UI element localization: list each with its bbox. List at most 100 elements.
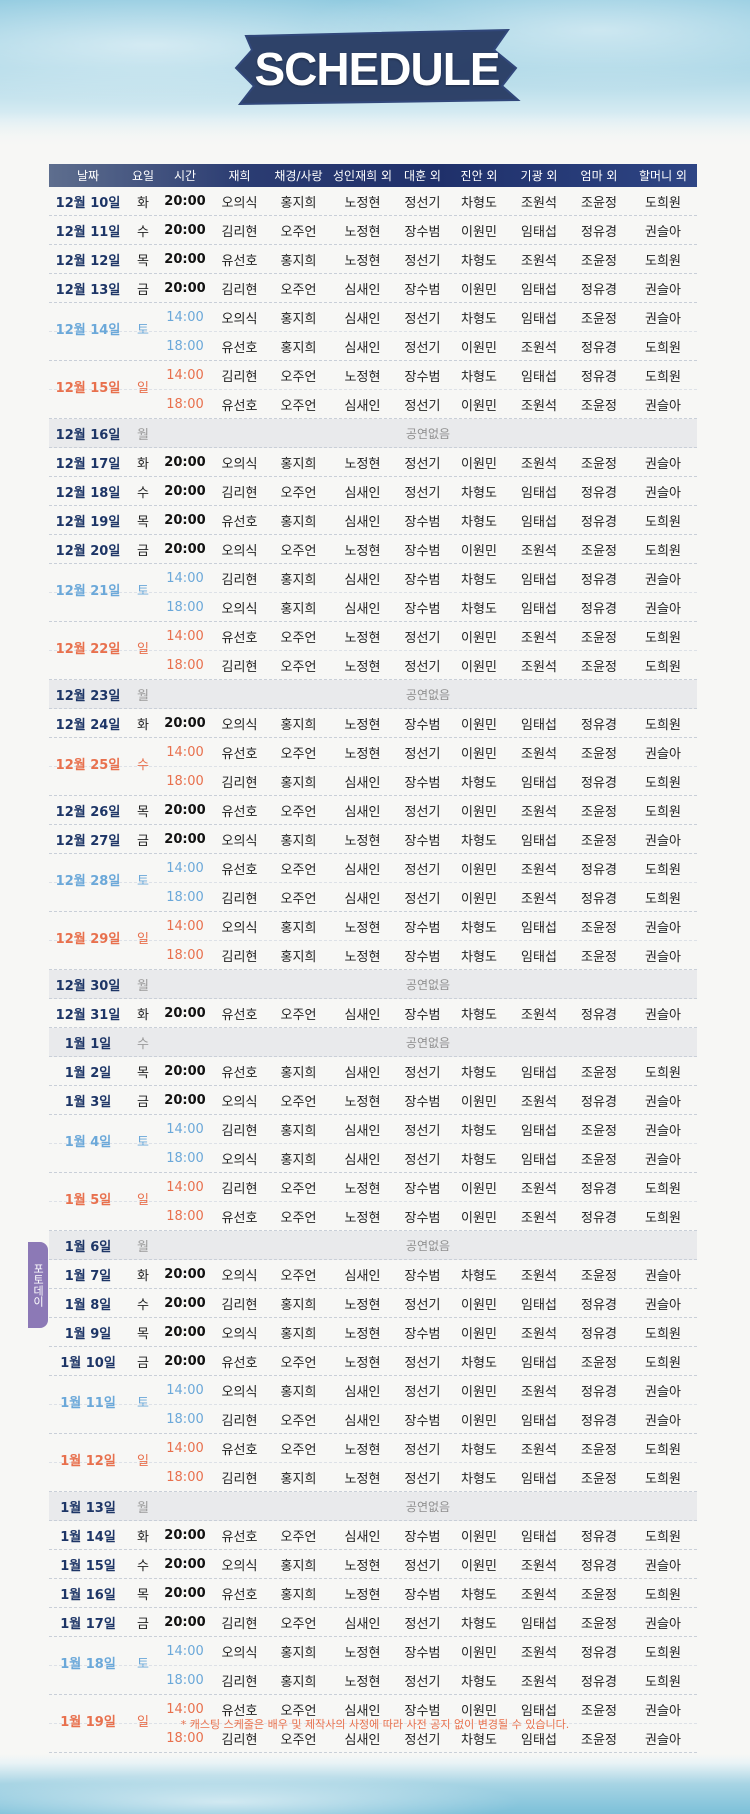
day-cell: 화 bbox=[137, 1268, 149, 1284]
date-group: 1월 11일 토 14:00 오의식 홍지희 심새인 정선기 이원민 조원석 정유경 권슬아 18:0… bbox=[49, 1376, 697, 1434]
cast-cell: 홍지희 bbox=[280, 1645, 317, 1661]
cast-cell: 임태섭 bbox=[521, 1616, 557, 1632]
date-cell: 1월 15일 bbox=[60, 1558, 116, 1574]
cast-cell: 오주언 bbox=[280, 1616, 317, 1632]
cast-cell: 이원민 bbox=[461, 717, 497, 733]
cast-cell: 오주언 bbox=[280, 398, 317, 414]
cast-cell: 정선기 bbox=[404, 1471, 441, 1487]
cast-cell: 장수범 bbox=[404, 949, 441, 965]
cast-cell: 정유경 bbox=[581, 1326, 617, 1342]
day-cell: 금 bbox=[137, 1094, 149, 1110]
cast-cell: 심새인 bbox=[344, 485, 381, 501]
cast-cell: 도희원 bbox=[645, 659, 681, 675]
cast-cell: 심새인 bbox=[344, 1268, 381, 1284]
cast-cell: 오주언 bbox=[280, 1007, 317, 1023]
cast-cell: 김리현 bbox=[221, 1297, 258, 1313]
table-row: 12월 15일 일 14:00 김리현 오주언 노정현 장수범 차형도 임태섭 정유경 도희원 bbox=[49, 361, 697, 396]
cast-cell: 조윤정 bbox=[581, 1703, 617, 1719]
cast-cell: 이원민 bbox=[461, 456, 497, 472]
cast-cell: 김리현 bbox=[221, 1181, 258, 1197]
cast-cell: 권슬아 bbox=[645, 746, 681, 762]
cast-cell: 유선호 bbox=[221, 1529, 258, 1545]
cast-cell: 김리현 bbox=[221, 369, 258, 385]
cast-cell: 장수범 bbox=[404, 224, 441, 240]
time-cell: 20:00 bbox=[164, 1614, 206, 1630]
cast-cell: 정유경 bbox=[581, 862, 617, 878]
table-row: 12월 10일 화 20:00 오의식 홍지희 노정현 정선기 차형도 조원석 조윤정 도희원 bbox=[49, 187, 697, 215]
date-cell: 12월 24일 bbox=[55, 717, 121, 733]
cast-cell: 조원석 bbox=[521, 746, 557, 762]
day-cell: 목 bbox=[137, 1326, 149, 1342]
cast-cell: 김리현 bbox=[221, 659, 258, 675]
cast-cell: 정선기 bbox=[404, 253, 441, 269]
cast-cell: 이원민 bbox=[461, 1094, 497, 1110]
cast-cell: 조원석 bbox=[521, 1181, 557, 1197]
cast-cell: 조윤정 bbox=[581, 833, 617, 849]
cast-cell: 정선기 bbox=[404, 1297, 441, 1313]
cast-cell: 정유경 bbox=[581, 891, 617, 907]
cast-cell: 임태섭 bbox=[521, 1152, 557, 1168]
date-cell: 1월 1일 bbox=[64, 1036, 112, 1052]
cast-cell: 정유경 bbox=[581, 1181, 617, 1197]
cast-cell: 권슬아 bbox=[645, 1094, 681, 1110]
cast-cell: 장수범 bbox=[404, 717, 441, 733]
cast-cell: 도희원 bbox=[645, 514, 681, 530]
cast-cell: 심새인 bbox=[344, 514, 381, 530]
cast-cell: 조원석 bbox=[521, 862, 557, 878]
date-cell: 12월 28일 bbox=[55, 874, 121, 889]
date-group: 12월 11일 수 20:00 김리현 오주언 노정현 장수범 이원민 임태섭 정유경 권슬아 bbox=[49, 216, 697, 245]
date-group: 12월 19일 목 20:00 유선호 홍지희 심새인 장수범 차형도 임태섭 정유경 도희원 bbox=[49, 506, 697, 535]
cast-cell: 차형도 bbox=[461, 1065, 497, 1081]
time-cell: 20:00 bbox=[164, 541, 206, 557]
date-group: 12월 18일 수 20:00 김리현 오주언 심새인 정선기 차형도 임태섭 정유경 권슬아 bbox=[49, 477, 697, 506]
cast-cell: 유선호 bbox=[221, 1065, 258, 1081]
cast-cell: 조원석 bbox=[521, 1268, 557, 1284]
cast-cell: 임태섭 bbox=[521, 1065, 557, 1081]
table-row: 1월 12일 일 14:00 유선호 오주언 노정현 정선기 차형도 조원석 조윤정 도희원 bbox=[49, 1434, 697, 1469]
cast-cell: 조윤정 bbox=[581, 1152, 617, 1168]
cast-cell: 정유경 bbox=[581, 224, 617, 240]
cast-cell: 조원석 bbox=[521, 253, 557, 269]
cast-cell: 정유경 bbox=[581, 369, 617, 385]
cast-cell: 차형도 bbox=[461, 369, 497, 385]
cast-cell: 오주언 bbox=[280, 1413, 317, 1429]
cast-cell: 장수범 bbox=[404, 1007, 441, 1023]
cast-cell: 김리현 bbox=[221, 1471, 258, 1487]
time-cell: 14:00 bbox=[166, 1701, 204, 1717]
date-group: 12월 20일 금 20:00 오의식 오주언 노정현 장수범 이원민 조원석 조윤정 도희원 bbox=[49, 535, 697, 564]
cast-cell: 도희원 bbox=[645, 775, 681, 791]
table-row: 1월 16일 목 20:00 유선호 홍지희 노정현 장수범 차형도 조원석 조윤정 도희원 bbox=[49, 1579, 697, 1607]
table-row: 12월 14일 토 14:00 오의식 홍지희 심새인 정선기 차형도 임태섭 조윤정 권슬아 bbox=[49, 303, 697, 338]
date-cell: 12월 29일 bbox=[55, 932, 121, 947]
cast-cell: 이원민 bbox=[461, 543, 497, 559]
day-cell: 월 bbox=[137, 1239, 149, 1255]
table-row: 18:00 김리현 오주언 심새인 정선기 이원민 조원석 정유경 도희원 bbox=[49, 883, 697, 911]
cast-cell: 정선기 bbox=[404, 1384, 441, 1400]
cast-cell: 장수범 bbox=[404, 572, 441, 588]
cast-cell: 심새인 bbox=[344, 340, 381, 356]
date-cell: 1월 6일 bbox=[64, 1239, 112, 1255]
time-cell: 18:00 bbox=[166, 657, 204, 673]
day-cell: 수 bbox=[137, 1036, 149, 1052]
cast-cell: 이원민 bbox=[461, 1326, 497, 1342]
day-cell: 일 bbox=[137, 1715, 149, 1730]
cast-cell: 노정현 bbox=[344, 1558, 381, 1574]
date-cell: 12월 11일 bbox=[55, 224, 121, 240]
table-row: 18:00 김리현 오주언 노정현 정선기 이원민 조원석 조윤정 도희원 bbox=[49, 651, 697, 679]
cast-cell: 정유경 bbox=[581, 1007, 617, 1023]
cast-cell: 김리현 bbox=[221, 224, 258, 240]
date-cell: 1월 8일 bbox=[64, 1297, 112, 1313]
cast-cell: 조원석 bbox=[521, 456, 557, 472]
date-group: 1월 3일 금 20:00 오의식 오주언 노정현 장수범 이원민 조원석 정유경 권슬아 bbox=[49, 1086, 697, 1115]
cast-cell: 도희원 bbox=[645, 1645, 681, 1661]
table-header: 날짜 요일 시간 재희 채경/사랑 성인재희 외 대훈 외 진안 외 기광 외 … bbox=[49, 164, 697, 187]
cast-cell: 장수범 bbox=[404, 543, 441, 559]
date-cell: 12월 27일 bbox=[55, 833, 121, 849]
date-cell: 1월 13일 bbox=[60, 1500, 116, 1516]
cast-cell: 장수범 bbox=[404, 1413, 441, 1429]
cast-cell: 정선기 bbox=[404, 1616, 441, 1632]
time-cell: 20:00 bbox=[164, 1092, 206, 1108]
cast-cell: 오의식 bbox=[221, 1268, 258, 1284]
cast-cell: 유선호 bbox=[221, 253, 258, 269]
day-cell: 금 bbox=[137, 543, 149, 559]
